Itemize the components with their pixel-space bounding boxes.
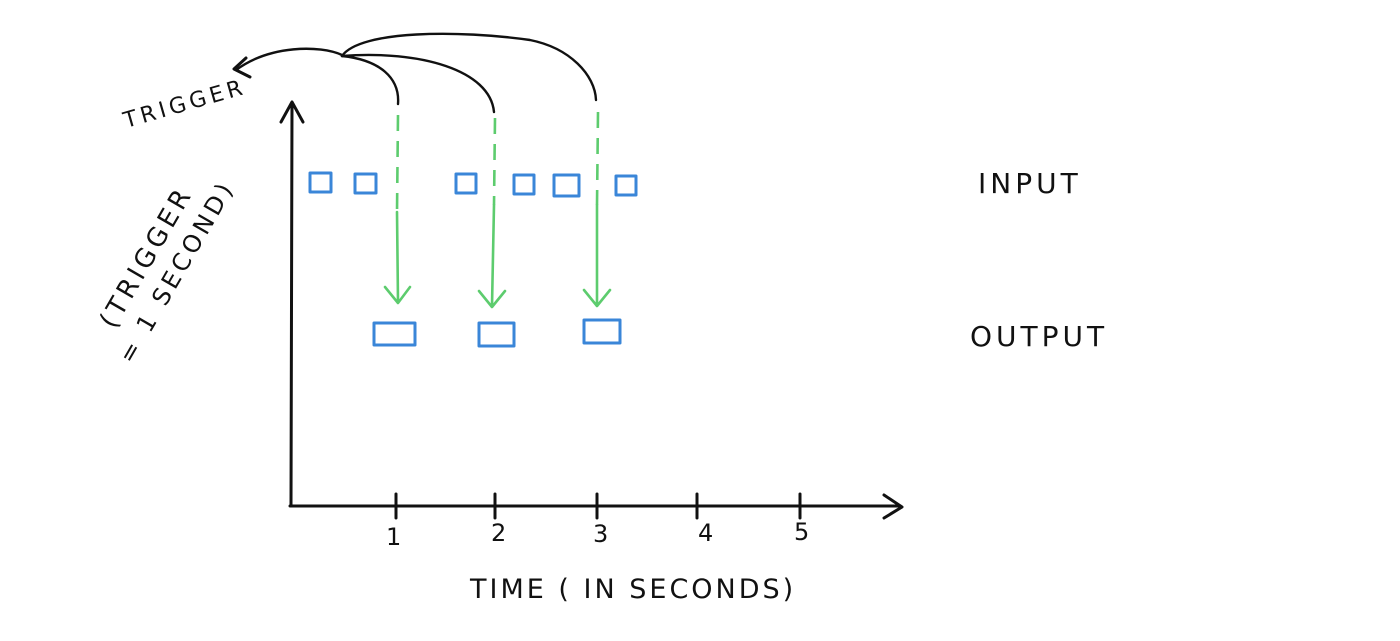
- x-axis-arrowhead: [882, 493, 904, 520]
- trigger-curve-1: [340, 54, 400, 106]
- output-label: OUTPUT: [970, 320, 1108, 353]
- y-axis: [289, 102, 294, 507]
- trigger-line-3: [595, 111, 600, 206]
- output-box: [582, 318, 622, 345]
- x-tick-label: 2: [491, 519, 506, 547]
- trigger-curve-arrowhead: [232, 56, 252, 79]
- y-axis-arrowhead: [279, 100, 305, 124]
- input-box: [353, 172, 378, 195]
- trigger-curve-main: [234, 47, 344, 72]
- input-box: [614, 174, 638, 197]
- x-tick-label: 1: [386, 523, 401, 551]
- trigger-line-2: [492, 117, 497, 206]
- trigger-arrow-3: [582, 203, 612, 308]
- trigger-label: TRIGGER: [120, 75, 249, 134]
- x-tick-label: 4: [698, 519, 713, 547]
- output-box: [477, 321, 516, 348]
- input-box: [308, 171, 333, 194]
- output-box: [372, 321, 417, 347]
- input-box: [512, 173, 536, 196]
- input-box: [552, 173, 581, 198]
- x-axis-label: TIME ( IN SECONDS): [469, 574, 796, 605]
- input-box: [454, 172, 478, 195]
- trigger-curve-2: [340, 53, 496, 114]
- input-label: INPUT: [978, 167, 1082, 200]
- trigger-line-1: [395, 114, 400, 213]
- trigger-curve-3: [340, 32, 598, 102]
- trigger-arrow-1: [383, 210, 412, 305]
- x-tick-label: 3: [593, 520, 608, 548]
- x-tick-label: 5: [794, 518, 809, 546]
- trigger-arrow-2: [477, 203, 507, 309]
